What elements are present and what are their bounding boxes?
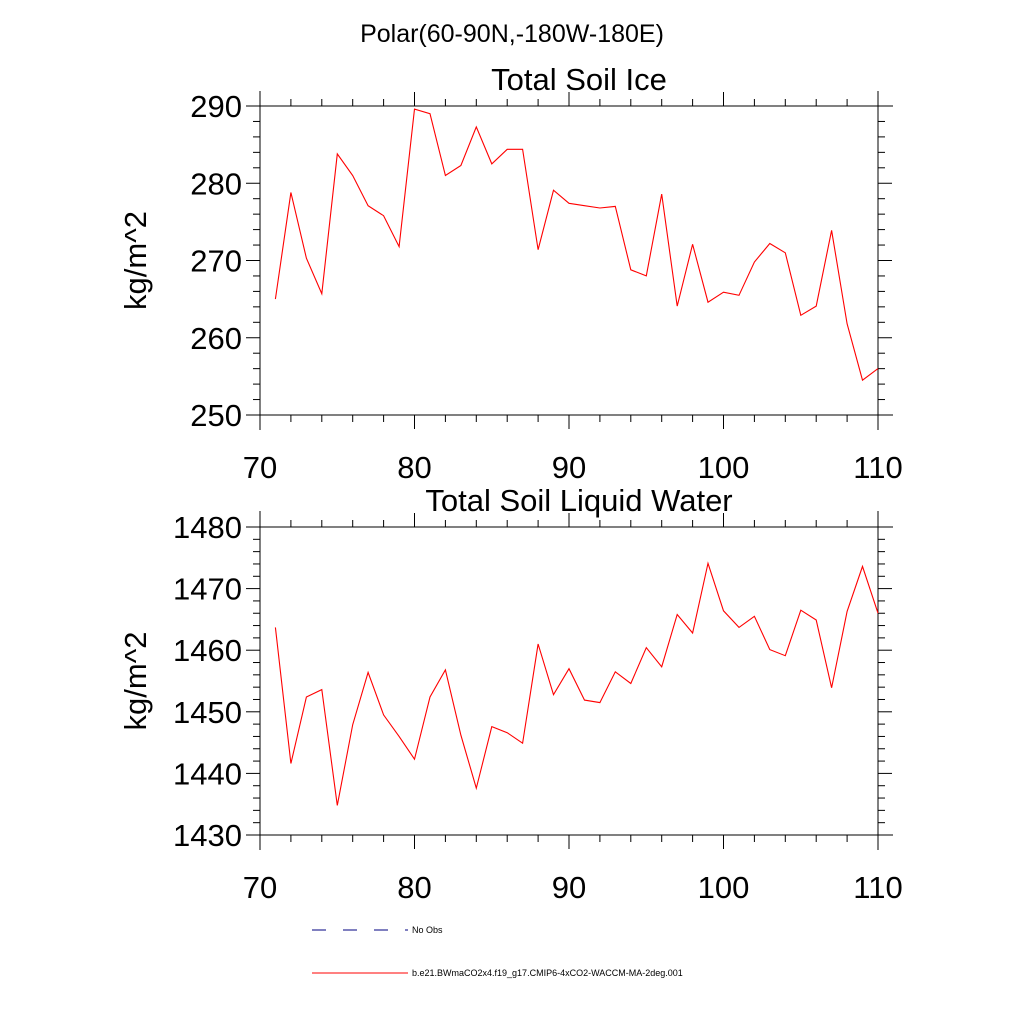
x-tick-label: 90 [552,450,586,485]
y-tick-label: 250 [190,398,242,433]
y-tick-label: 1460 [173,633,242,668]
panel-title: Total Soil Ice [491,62,667,97]
y-tick-label: 260 [190,321,242,356]
legend: No Obs b.e21.BWmaCO2x4.f19_g17.CMIP6-4xCO… [312,925,683,978]
y-tick-label: 1480 [173,510,242,545]
page-title: Polar(60-90N,-180W-180E) [360,20,664,48]
x-tick-label: 80 [397,870,431,905]
y-tick-label: 1430 [173,818,242,853]
x-tick-label: 70 [243,870,277,905]
y-tick-label: 290 [190,89,242,124]
series-line [274,561,879,806]
series-line [274,108,879,382]
y-axis-label: kg/m^2 [118,632,153,731]
y-tick-label: 1470 [173,572,242,607]
x-tick-label: 90 [552,870,586,905]
panel-1: Total Soil Liquid Water kg/m^2 1430 1440 145… [118,483,903,905]
chart-panels: Total Soil Ice kg/m^2 250 260 270 280 290 70 80 9… [118,62,903,905]
y-axis-label: kg/m^2 [118,211,153,310]
panel-0: Total Soil Ice kg/m^2 250 260 270 280 290 70 80 9… [118,62,903,485]
legend-label: No Obs [412,925,443,935]
y-tick-label: 270 [190,244,242,279]
y-tick-label: 1450 [173,695,242,730]
legend-item: b.e21.BWmaCO2x4.f19_g17.CMIP6-4xCO2-WACC… [312,968,683,978]
x-tick-label: 80 [397,450,431,485]
legend-label: b.e21.BWmaCO2x4.f19_g17.CMIP6-4xCO2-WACC… [412,968,683,978]
x-tick-label: 110 [853,870,902,905]
x-tick-label: 70 [243,450,277,485]
x-tick-label: 100 [698,870,750,905]
x-tick-label: 110 [853,450,902,485]
y-tick-label: 280 [190,166,242,201]
legend-item: No Obs [312,925,443,935]
y-tick-label: 1440 [173,756,242,791]
x-tick-label: 100 [698,450,750,485]
panel-title: Total Soil Liquid Water [425,483,732,518]
